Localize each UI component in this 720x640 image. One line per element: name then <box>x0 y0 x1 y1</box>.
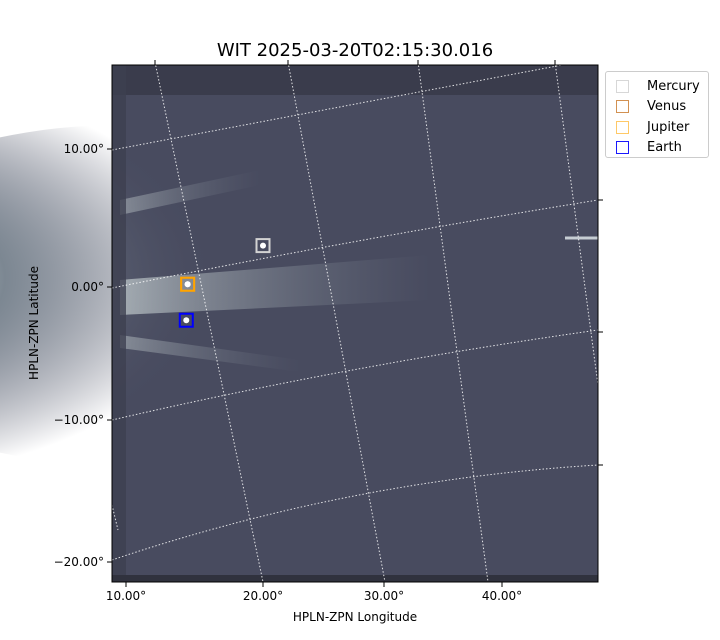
legend-label: Venus <box>647 99 687 114</box>
x-tick-label: 20.00° <box>243 589 283 603</box>
x-tick-label: 30.00° <box>364 589 404 603</box>
legend-entry-venus: Venus <box>616 97 686 117</box>
legend-entry-earth: Earth <box>616 138 682 158</box>
x-axis-label: HPLN-ZPN Longitude <box>293 610 417 624</box>
planet-dot <box>183 317 190 324</box>
legend-entry-mercury: Mercury <box>616 76 700 96</box>
y-tick-label: 0.00° <box>71 280 104 294</box>
marker-jupiter <box>180 276 196 292</box>
chart-title: WIT 2025-03-20T02:15:30.016 <box>216 40 494 61</box>
legend-swatch <box>616 141 629 154</box>
axes-frame <box>111 64 599 583</box>
legend-swatch <box>616 79 629 93</box>
legend: Mercury Venus Jupiter Earth <box>605 71 709 158</box>
marker-earth <box>178 312 194 328</box>
grid-lines <box>111 61 599 583</box>
legend-swatch <box>616 100 629 113</box>
planet-dot <box>184 281 191 288</box>
y-tick-label: −20.00° <box>54 555 104 569</box>
y-tick-label: −10.00° <box>54 413 104 427</box>
legend-entry-jupiter: Jupiter <box>616 117 689 137</box>
y-tick-label: 10.00° <box>64 142 104 156</box>
planet-dot <box>260 242 266 249</box>
legend-swatch <box>616 120 629 134</box>
legend-label: Jupiter <box>647 119 690 135</box>
x-tick-label: 10.00° <box>106 589 146 603</box>
x-tick-label: 40.00° <box>482 589 522 603</box>
sky-image <box>0 65 598 582</box>
legend-label: Earth <box>647 140 682 155</box>
ticks <box>107 60 603 587</box>
y-axis-label: HPLN-ZPN Latitude <box>27 266 41 380</box>
marker-mercury <box>255 238 271 254</box>
planet-markers <box>178 238 271 328</box>
legend-label: Mercury <box>647 78 700 94</box>
